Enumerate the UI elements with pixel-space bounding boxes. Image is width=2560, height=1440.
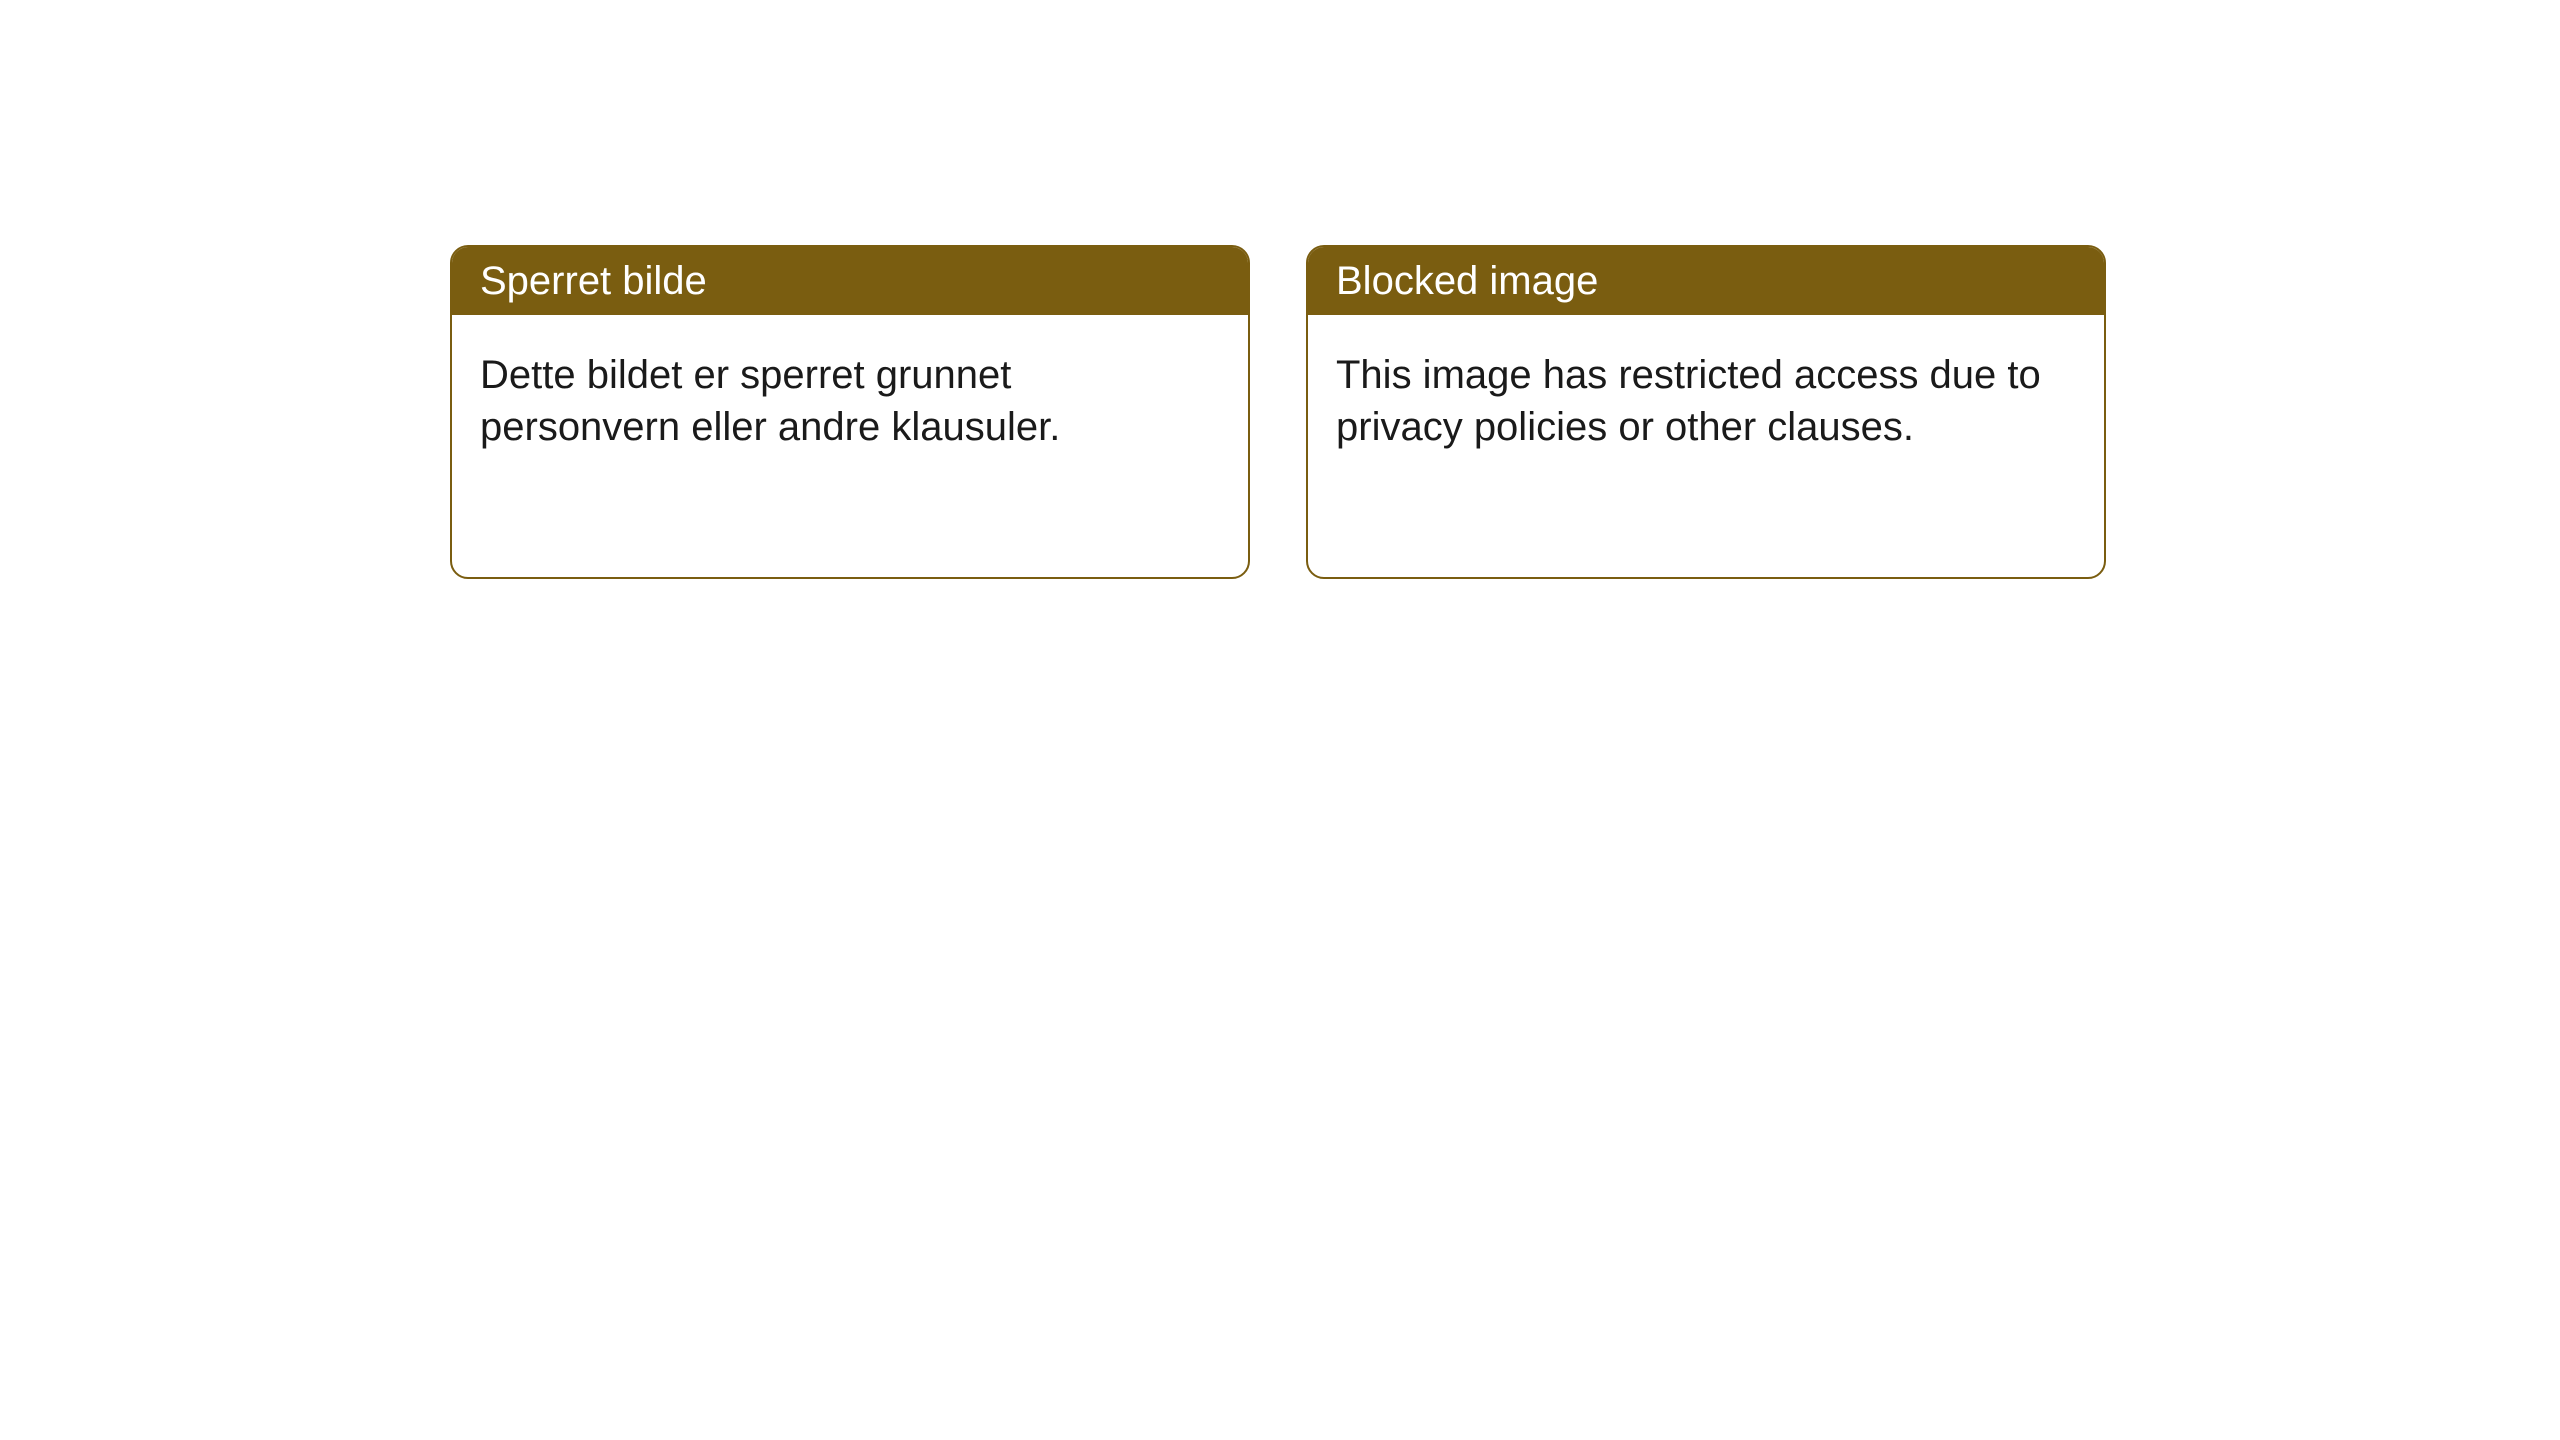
notice-body: This image has restricted access due to … (1308, 315, 2104, 487)
notice-header: Sperret bilde (452, 247, 1248, 315)
notice-container: Sperret bilde Dette bildet er sperret gr… (450, 245, 2106, 579)
notice-body: Dette bildet er sperret grunnet personve… (452, 315, 1248, 487)
notice-card-english: Blocked image This image has restricted … (1306, 245, 2106, 579)
notice-header: Blocked image (1308, 247, 2104, 315)
notice-card-norwegian: Sperret bilde Dette bildet er sperret gr… (450, 245, 1250, 579)
